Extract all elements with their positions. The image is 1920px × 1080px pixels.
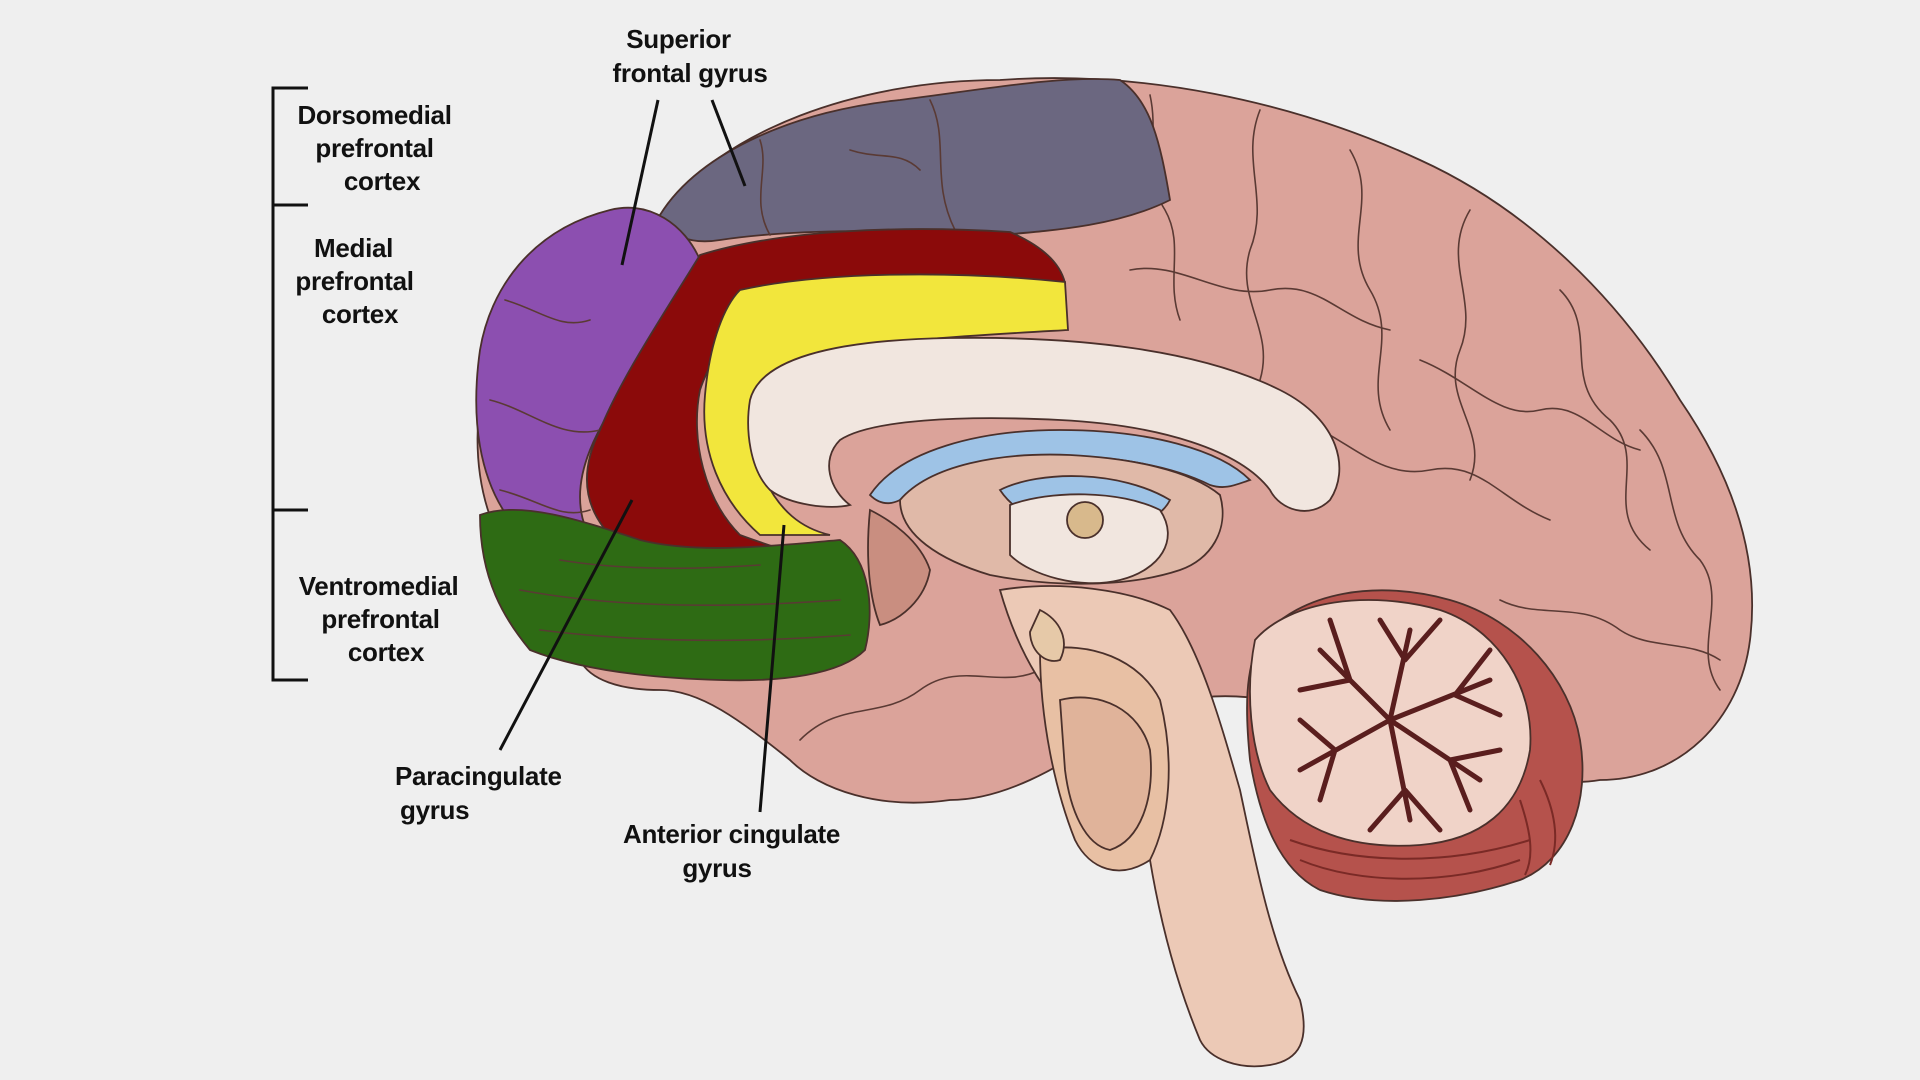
sulcus-3 [1349,149,1391,431]
region-bracket [271,86,308,682]
label-anterior-cingulate-gyrus: Anterior cingulate gyrus [623,819,847,883]
arbor-vitae [1297,617,1503,833]
sulcus-5 [1559,289,1651,551]
label-dorsomedial-pfc-line2: prefrontal [315,133,433,163]
label-paracingulate-gyrus: Paracingulate gyrus [395,761,569,825]
label-superior-frontal-gyrus: Superior frontal gyrus [612,24,767,88]
label-medial-pfc-line2: prefrontal [295,266,413,296]
ventromedial-pfc-region [479,508,871,682]
sgf-sulcus-a [759,139,771,236]
sulcus-8 [1299,419,1551,521]
cerebellum-folia [1289,779,1557,880]
sulcus-6 [1639,429,1721,691]
label-ventromedial-pfc: Ventromedial prefrontal cortex [299,571,466,667]
corpus-callosum [747,336,1341,512]
thalamus [1009,493,1169,585]
pituitary [1029,608,1065,662]
sulcus-10 [799,669,1041,741]
sulcus-4 [1454,209,1476,481]
sulcus-2 [1245,109,1265,381]
label-superior-frontal-gyrus-line2: frontal gyrus [612,58,767,88]
sulcus-12 [1499,599,1721,661]
leader-superior-frontal-gyrus-a [620,99,660,266]
paracingulate-gyrus-region [585,228,1067,571]
label-medial-pfc: Medial prefrontal cortex [295,233,420,329]
label-superior-frontal-gyrus-line1: Superior [626,24,731,54]
green-sulcus-b [539,629,851,642]
superior-frontal-gyrus-region [659,78,1171,243]
leader-superior-frontal-gyrus-b [710,99,747,187]
sulcus-9 [1129,267,1391,331]
label-ventromedial-pfc-line2: prefrontal [321,604,439,634]
green-sulcus-a [519,589,841,606]
label-paracingulate-gyrus-line2: gyrus [400,795,469,825]
label-medial-pfc-line3: cortex [322,299,399,329]
sgf-sulcus-c [849,149,921,171]
sulcus-7 [1419,359,1641,451]
interthalamic-adhesion [1066,501,1104,539]
green-sulcus-c [559,559,761,570]
label-anterior-cingulate-gyrus-line2: gyrus [682,853,751,883]
pons [1059,696,1152,851]
sgf-sulcus-b [929,99,956,231]
label-paracingulate-gyrus-line1: Paracingulate [395,761,562,791]
purple-sulcus-b [489,399,601,433]
label-anterior-cingulate-gyrus-line1: Anterior cingulate [623,819,840,849]
label-dorsomedial-pfc-line1: Dorsomedial [297,100,451,130]
purple-sulcus-c [499,489,591,514]
label-ventromedial-pfc-line3: cortex [348,637,425,667]
label-dorsomedial-pfc: Dorsomedial prefrontal cortex [297,100,458,196]
hypothalamus [867,508,931,627]
label-ventromedial-pfc-line1: Ventromedial [299,571,459,601]
leader-anterior-cingulate [758,524,786,813]
label-medial-pfc-line1: Medial [314,233,393,263]
purple-sulcus-a [504,299,591,324]
leader-paracingulate [498,499,634,751]
label-dorsomedial-pfc-line3: cortex [344,166,421,196]
